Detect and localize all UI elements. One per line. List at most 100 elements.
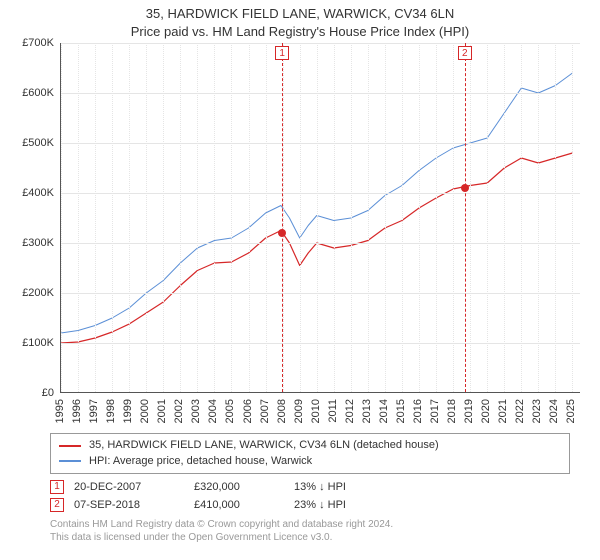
y-tick-label: £400K <box>22 187 54 199</box>
y-axis-labels: £0£100K£200K£300K£400K£500K£600K£700K <box>10 43 58 393</box>
legend-swatch-hpi <box>59 460 81 462</box>
y-tick-label: £500K <box>22 137 54 149</box>
h-gridline <box>61 293 580 294</box>
event-row-badge: 2 <box>50 498 64 512</box>
x-tick-label: 2011 <box>327 399 339 423</box>
footer-line1: Contains HM Land Registry data © Crown c… <box>50 518 570 531</box>
x-tick-label: 2003 <box>190 399 202 423</box>
v-gridline <box>368 43 369 392</box>
x-tick-label: 2015 <box>395 399 407 423</box>
x-tick-label: 1996 <box>71 399 83 423</box>
x-tick-label: 2017 <box>429 399 441 423</box>
v-gridline <box>146 43 147 392</box>
h-gridline <box>61 93 580 94</box>
event-badge: 1 <box>275 46 289 60</box>
event-line <box>465 43 466 392</box>
x-tick-label: 2000 <box>139 399 151 423</box>
x-tick-label: 2022 <box>514 399 526 423</box>
series-svg <box>61 43 581 393</box>
y-tick-label: £300K <box>22 237 54 249</box>
h-gridline <box>61 243 580 244</box>
y-tick-label: £600K <box>22 87 54 99</box>
v-gridline <box>385 43 386 392</box>
x-tick-label: 2025 <box>565 399 577 423</box>
x-tick-label: 2019 <box>463 399 475 423</box>
x-tick-label: 2009 <box>293 399 305 423</box>
footer: Contains HM Land Registry data © Crown c… <box>50 518 570 544</box>
event-row-price: £320,000 <box>194 481 284 493</box>
event-row-date: 20-DEC-2007 <box>74 481 184 493</box>
v-gridline <box>300 43 301 392</box>
event-row: 2 07-SEP-2018 £410,000 23% ↓ HPI <box>50 496 570 514</box>
legend-label-paid: 35, HARDWICK FIELD LANE, WARWICK, CV34 6… <box>89 438 439 453</box>
x-tick-label: 2013 <box>361 399 373 423</box>
x-tick-label: 2014 <box>378 399 390 423</box>
x-tick-label: 2018 <box>446 399 458 423</box>
price-vs-hpi-figure: 35, HARDWICK FIELD LANE, WARWICK, CV34 6… <box>0 0 600 560</box>
v-gridline <box>487 43 488 392</box>
v-gridline <box>214 43 215 392</box>
event-badge: 2 <box>458 46 472 60</box>
event-row-stat: 23% ↓ HPI <box>294 499 404 511</box>
x-tick-label: 1997 <box>88 399 100 423</box>
chart-area: £0£100K£200K£300K£400K£500K£600K£700K 12… <box>10 43 590 433</box>
event-marker <box>278 229 286 237</box>
event-row-badge: 1 <box>50 480 64 494</box>
x-axis-labels: 1995199619971998199920002001200220032004… <box>60 395 580 435</box>
x-tick-label: 2021 <box>497 399 509 423</box>
x-tick-label: 2001 <box>156 399 168 423</box>
y-tick-label: £700K <box>22 37 54 49</box>
legend: 35, HARDWICK FIELD LANE, WARWICK, CV34 6… <box>50 433 570 474</box>
legend-label-hpi: HPI: Average price, detached house, Warw… <box>89 454 312 469</box>
x-tick-label: 2005 <box>224 399 236 423</box>
figure-subtitle: Price paid vs. HM Land Registry's House … <box>10 24 590 40</box>
v-gridline <box>249 43 250 392</box>
v-gridline <box>470 43 471 392</box>
v-gridline <box>61 43 62 392</box>
x-tick-label: 2010 <box>310 399 322 423</box>
v-gridline <box>317 43 318 392</box>
x-tick-label: 1998 <box>105 399 117 423</box>
v-gridline <box>504 43 505 392</box>
v-gridline <box>538 43 539 392</box>
event-row-date: 07-SEP-2018 <box>74 499 184 511</box>
v-gridline <box>555 43 556 392</box>
v-gridline <box>572 43 573 392</box>
x-tick-label: 1995 <box>54 399 66 423</box>
legend-swatch-paid <box>59 445 81 447</box>
v-gridline <box>266 43 267 392</box>
event-row-price: £410,000 <box>194 499 284 511</box>
y-tick-label: £100K <box>22 337 54 349</box>
v-gridline <box>436 43 437 392</box>
plot-area: 12 <box>60 43 580 393</box>
v-gridline <box>180 43 181 392</box>
v-gridline <box>351 43 352 392</box>
v-gridline <box>334 43 335 392</box>
h-gridline <box>61 43 580 44</box>
v-gridline <box>197 43 198 392</box>
x-tick-label: 2008 <box>276 399 288 423</box>
v-gridline <box>231 43 232 392</box>
h-gridline <box>61 193 580 194</box>
x-tick-label: 2024 <box>548 399 560 423</box>
v-gridline <box>129 43 130 392</box>
legend-row-hpi: HPI: Average price, detached house, Warw… <box>59 454 561 469</box>
v-gridline <box>95 43 96 392</box>
h-gridline <box>61 343 580 344</box>
x-tick-label: 2007 <box>259 399 271 423</box>
v-gridline <box>112 43 113 392</box>
y-tick-label: £0 <box>42 387 54 399</box>
event-line <box>282 43 283 392</box>
v-gridline <box>419 43 420 392</box>
events-table: 1 20-DEC-2007 £320,000 13% ↓ HPI 2 07-SEP-201… <box>50 478 570 514</box>
x-tick-label: 2012 <box>344 399 356 423</box>
footer-line2: This data is licensed under the Open Gov… <box>50 531 570 544</box>
x-tick-label: 2006 <box>242 399 254 423</box>
y-tick-label: £200K <box>22 287 54 299</box>
event-row-stat: 13% ↓ HPI <box>294 481 404 493</box>
v-gridline <box>453 43 454 392</box>
figure-title: 35, HARDWICK FIELD LANE, WARWICK, CV34 6… <box>10 6 590 22</box>
x-tick-label: 2020 <box>480 399 492 423</box>
x-tick-label: 2016 <box>412 399 424 423</box>
legend-row-paid: 35, HARDWICK FIELD LANE, WARWICK, CV34 6… <box>59 438 561 453</box>
